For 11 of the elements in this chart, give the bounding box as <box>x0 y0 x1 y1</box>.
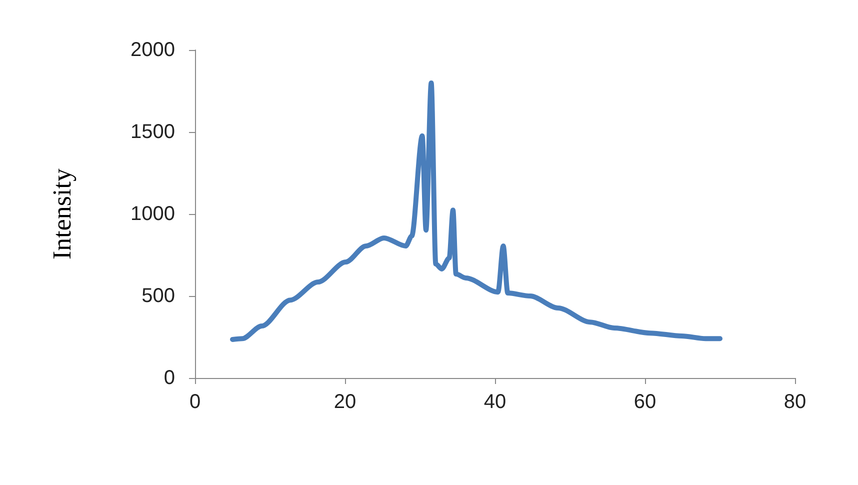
x-tick-label: 0 <box>189 391 201 413</box>
y-tick-label: 500 <box>142 285 175 307</box>
y-tick-label: 0 <box>164 367 175 389</box>
x-tick-label: 40 <box>484 391 506 413</box>
x-tick-label: 20 <box>334 391 356 413</box>
x-tick-label: 80 <box>784 391 806 413</box>
y-tick-label: 1500 <box>130 121 175 143</box>
y-tick-label: 2000 <box>130 39 175 61</box>
x-tick-label: 60 <box>634 391 656 413</box>
y-axis-title: Intensity <box>48 168 76 260</box>
y-tick-label: 1000 <box>130 203 175 225</box>
